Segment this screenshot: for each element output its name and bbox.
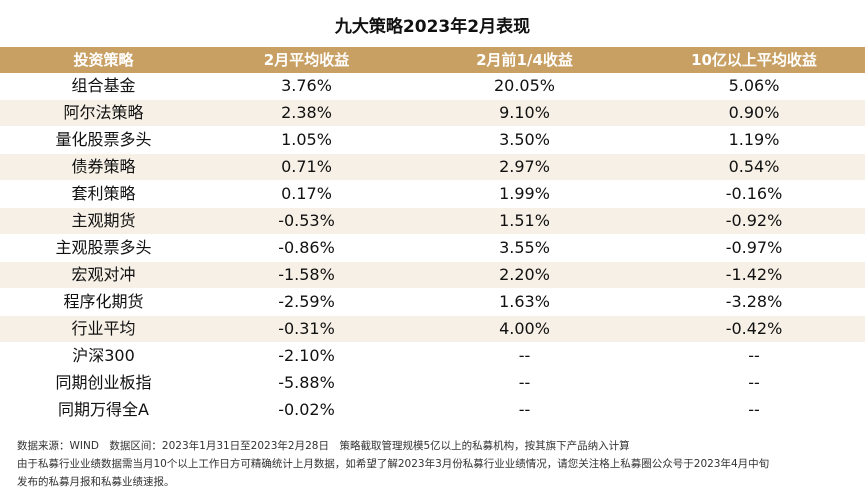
strategy-performance-table: 投资策略 2月平均收益 2月前1/4收益 10亿以上平均收益 组合基金 3.76%…: [0, 47, 865, 424]
table-row: 套利策略 0.17% 1.99% -0.16%: [0, 180, 865, 208]
cell-strategy: 套利策略: [0, 180, 207, 208]
cell-feb-top-quartile-return: 2.20%: [406, 261, 643, 289]
cell-feb-top-quartile-return: 4.00%: [406, 315, 643, 343]
cell-feb-avg-return: -0.02%: [207, 396, 406, 424]
cell-feb-avg-return: 3.76%: [207, 73, 406, 100]
table-row: 主观期货 -0.53% 1.51% -0.92%: [0, 207, 865, 235]
header-1b-plus-avg-return: 10亿以上平均收益: [643, 47, 865, 73]
cell-feb-avg-return: -2.59%: [207, 288, 406, 316]
cell-1b-plus-avg-return: -0.16%: [643, 180, 865, 208]
cell-feb-avg-return: -2.10%: [207, 342, 406, 370]
cell-feb-top-quartile-return: 9.10%: [406, 99, 643, 127]
cell-strategy: 宏观对冲: [0, 261, 207, 289]
table-title: 九大策略2023年2月表现: [334, 17, 531, 37]
table-row: 同期创业板指 -5.88% -- --: [0, 369, 865, 397]
cell-feb-avg-return: -0.53%: [207, 207, 406, 235]
cell-1b-plus-avg-return: 0.54%: [643, 153, 865, 181]
cell-feb-avg-return: 0.17%: [207, 180, 406, 208]
table-row: 组合基金 3.76% 20.05% 5.06%: [0, 73, 865, 100]
cell-strategy: 主观期货: [0, 207, 207, 235]
table-row: 宏观对冲 -1.58% 2.20% -1.42%: [0, 261, 865, 289]
cell-feb-avg-return: -5.88%: [207, 369, 406, 397]
cell-feb-top-quartile-return: 20.05%: [406, 73, 643, 100]
cell-strategy: 同期万得全A: [0, 396, 207, 424]
cell-feb-top-quartile-return: 2.97%: [406, 153, 643, 181]
cell-strategy: 债券策略: [0, 153, 207, 181]
cell-feb-avg-return: -0.86%: [207, 234, 406, 262]
table-body: 组合基金 3.76% 20.05% 5.06% 阿尔法策略 2.38% 9.10% 0.90%…: [0, 73, 865, 424]
cell-1b-plus-avg-return: --: [643, 369, 865, 397]
cell-strategy: 主观股票多头: [0, 234, 207, 262]
cell-feb-top-quartile-return: 3.55%: [406, 234, 643, 262]
table-row: 量化股票多头 1.05% 3.50% 1.19%: [0, 126, 865, 154]
table-row: 阿尔法策略 2.38% 9.10% 0.90%: [0, 99, 865, 127]
table-row: 沪深300 -2.10% -- --: [0, 342, 865, 370]
cell-feb-top-quartile-return: 3.50%: [406, 126, 643, 154]
table-row: 程序化期货 -2.59% 1.63% -3.28%: [0, 288, 865, 316]
table-row: 行业平均 -0.31% 4.00% -0.42%: [0, 315, 865, 343]
cell-1b-plus-avg-return: 5.06%: [643, 73, 865, 100]
cell-strategy: 阿尔法策略: [0, 99, 207, 127]
header-feb-top-quartile-return: 2月前1/4收益: [406, 47, 643, 73]
cell-1b-plus-avg-return: -1.42%: [643, 261, 865, 289]
header-strategy: 投资策略: [0, 47, 207, 73]
cell-1b-plus-avg-return: 1.19%: [643, 126, 865, 154]
cell-feb-avg-return: -1.58%: [207, 261, 406, 289]
table-row: 债券策略 0.71% 2.97% 0.54%: [0, 153, 865, 181]
cell-feb-top-quartile-return: 1.99%: [406, 180, 643, 208]
cell-feb-top-quartile-return: --: [406, 369, 643, 397]
cell-strategy: 程序化期货: [0, 288, 207, 316]
table-row: 同期万得全A -0.02% -- --: [0, 396, 865, 424]
cell-1b-plus-avg-return: --: [643, 342, 865, 370]
header-feb-avg-return: 2月平均收益: [207, 47, 406, 73]
cell-feb-avg-return: 0.71%: [207, 153, 406, 181]
cell-1b-plus-avg-return: 0.90%: [643, 99, 865, 127]
cell-feb-top-quartile-return: 1.63%: [406, 288, 643, 316]
cell-strategy: 组合基金: [0, 73, 207, 100]
cell-feb-top-quartile-return: --: [406, 396, 643, 424]
table-row: 主观股票多头 -0.86% 3.55% -0.97%: [0, 234, 865, 262]
cell-1b-plus-avg-return: -0.97%: [643, 234, 865, 262]
cell-strategy: 量化股票多头: [0, 126, 207, 154]
cell-feb-avg-return: 2.38%: [207, 99, 406, 127]
cell-feb-top-quartile-return: 1.51%: [406, 207, 643, 235]
cell-strategy: 沪深300: [0, 342, 207, 370]
cell-1b-plus-avg-return: -0.92%: [643, 207, 865, 235]
cell-strategy: 行业平均: [0, 315, 207, 343]
cell-feb-avg-return: 1.05%: [207, 126, 406, 154]
footnote-line-2: 由于私募行业业绩数据需当月10个以上工作日方可精确统计上月数据，如希望了解202…: [17, 458, 770, 470]
cell-1b-plus-avg-return: -3.28%: [643, 288, 865, 316]
cell-strategy: 同期创业板指: [0, 369, 207, 397]
footnote-line-3: 发布的私募月报和私募业绩速报。: [17, 476, 175, 488]
cell-feb-top-quartile-return: --: [406, 342, 643, 370]
cell-1b-plus-avg-return: --: [643, 396, 865, 424]
cell-feb-avg-return: -0.31%: [207, 315, 406, 343]
footnote-source: 数据来源：WIND 数据区间：2023年1月31日至2023年2月28日 策略截…: [17, 440, 630, 452]
cell-1b-plus-avg-return: -0.42%: [643, 315, 865, 343]
header-row: 投资策略 2月平均收益 2月前1/4收益 10亿以上平均收益: [0, 47, 865, 73]
footnotes: 数据来源：WIND 数据区间：2023年1月31日至2023年2月28日 策略截…: [17, 437, 857, 491]
